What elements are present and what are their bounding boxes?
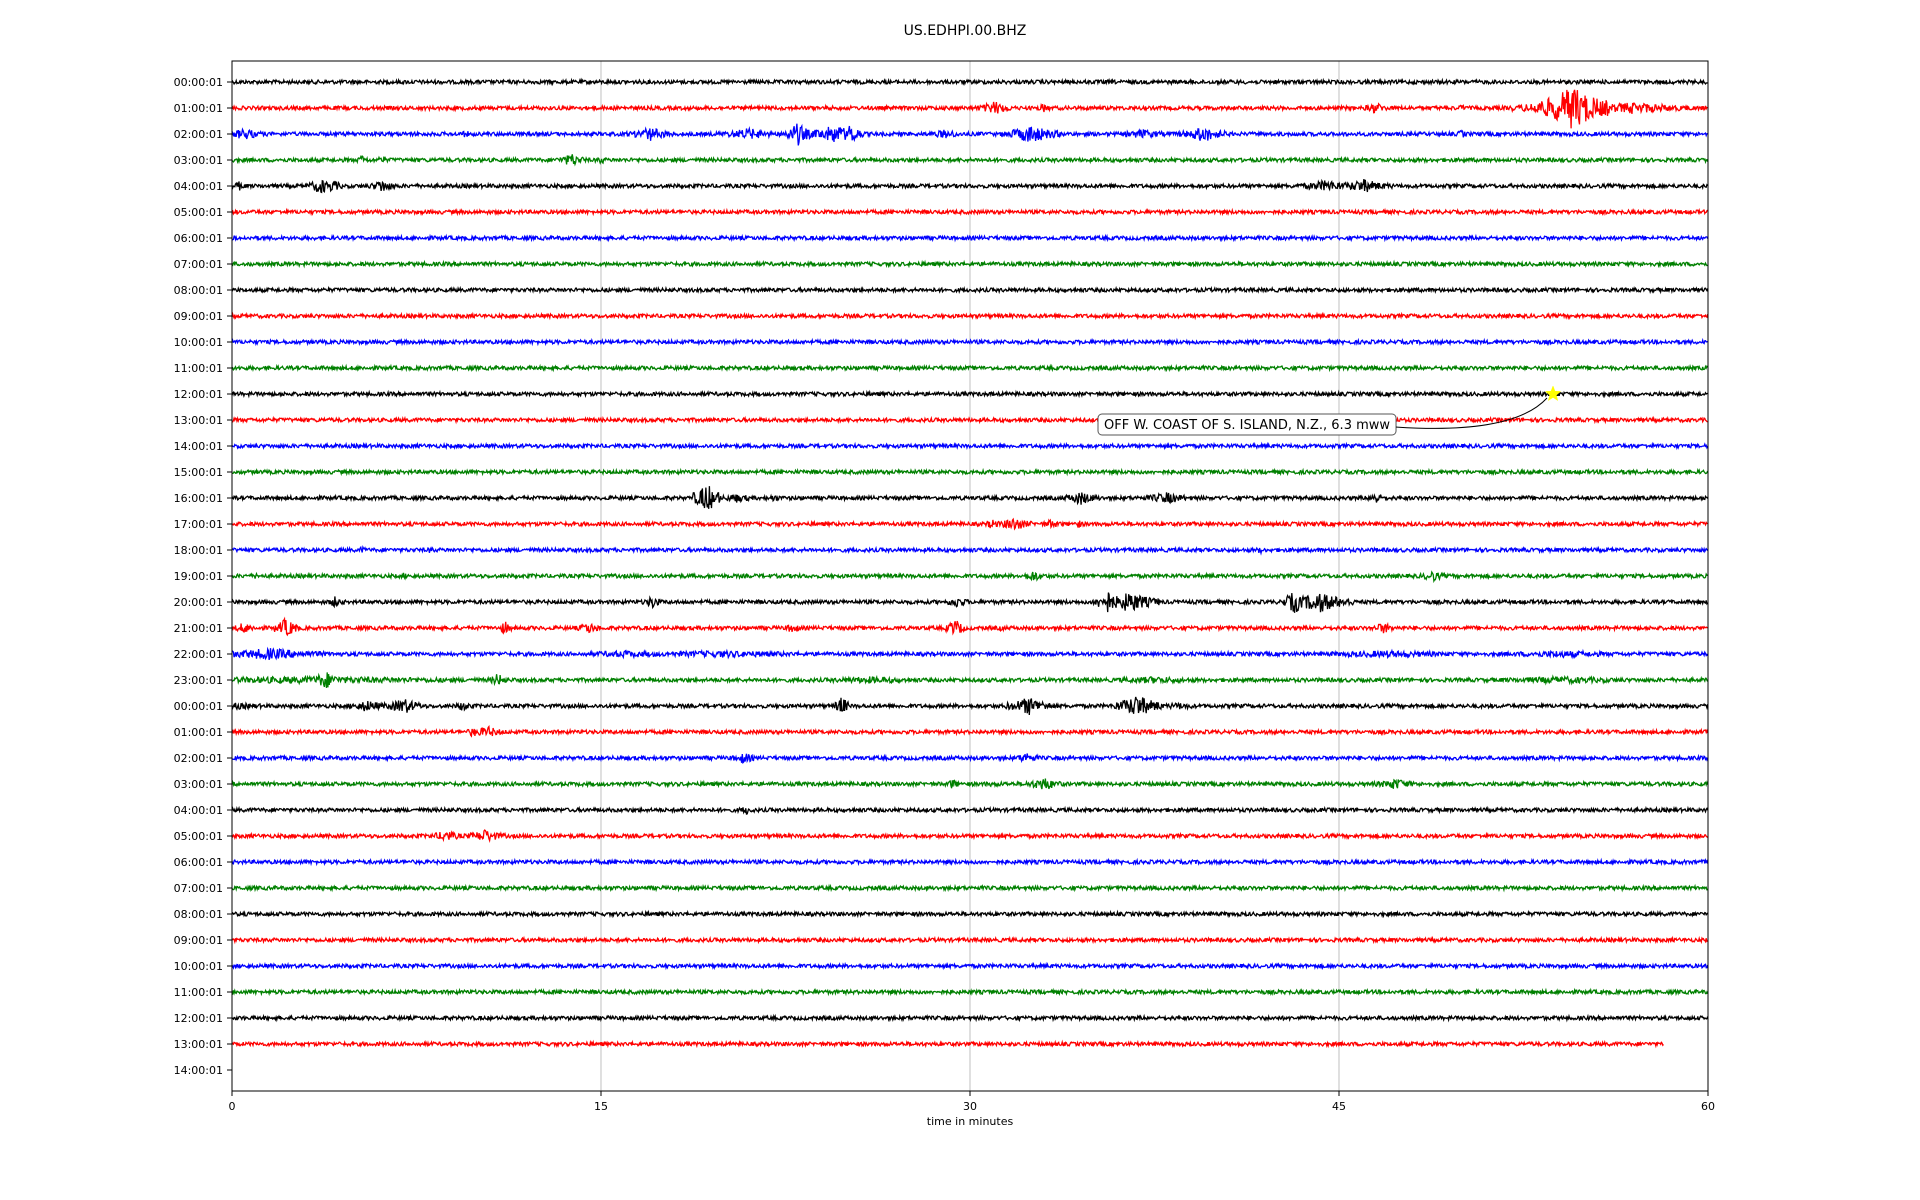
- trace-row-31: [231, 883, 1708, 893]
- trace-row-30: [231, 857, 1709, 867]
- row-label-4: 04:00:01: [174, 180, 223, 193]
- trace-row-16: [231, 486, 1709, 509]
- row-label-23: 23:00:01: [174, 674, 223, 687]
- trace-row-20: [231, 592, 1709, 613]
- row-label-38: 14:00:01: [174, 1064, 223, 1077]
- trace-row-13: [232, 415, 1708, 425]
- row-label-18: 18:00:01: [174, 544, 223, 557]
- row-label-8: 08:00:01: [174, 284, 223, 297]
- trace-row-34: [231, 961, 1709, 971]
- trace-row-9: [231, 311, 1709, 321]
- row-label-30: 06:00:01: [174, 856, 223, 869]
- row-label-12: 12:00:01: [174, 388, 223, 401]
- trace-row-2: [231, 123, 1708, 146]
- row-label-34: 10:00:01: [174, 960, 223, 973]
- trace-row-3: [231, 154, 1709, 167]
- row-label-20: 20:00:01: [174, 596, 223, 609]
- row-label-14: 14:00:01: [174, 440, 223, 453]
- trace-row-6: [231, 233, 1709, 243]
- trace-row-8: [231, 285, 1709, 295]
- row-label-0: 00:00:01: [174, 76, 223, 89]
- event-star-marker: [1544, 385, 1562, 402]
- row-label-5: 05:00:01: [174, 206, 223, 219]
- x-tick-label-0: 0: [229, 1100, 236, 1113]
- trace-row-5: [231, 207, 1709, 217]
- trace-row-37: [231, 1039, 1664, 1049]
- trace-row-33: [231, 935, 1709, 945]
- row-label-32: 08:00:01: [174, 908, 223, 921]
- trace-row-11: [231, 363, 1709, 373]
- x-axis-label: time in minutes: [927, 1115, 1014, 1128]
- chart-title: US.EDHPI.00.BHZ: [904, 23, 1027, 39]
- x-tick-label-4: 60: [1701, 1100, 1715, 1113]
- trace-row-0: [231, 77, 1708, 87]
- row-label-9: 09:00:01: [174, 310, 223, 323]
- row-label-21: 21:00:01: [174, 622, 223, 635]
- x-tick-label-2: 30: [963, 1100, 977, 1113]
- row-label-15: 15:00:01: [174, 466, 223, 479]
- row-label-27: 03:00:01: [174, 778, 223, 791]
- trace-row-26: [231, 753, 1709, 765]
- trace-row-21: [231, 616, 1708, 637]
- row-label-16: 16:00:01: [174, 492, 223, 505]
- trace-row-14: [231, 441, 1709, 451]
- trace-row-12: [231, 389, 1708, 399]
- row-label-10: 10:00:01: [174, 336, 223, 349]
- annotation-arrow: [1395, 397, 1548, 429]
- row-label-1: 01:00:01: [174, 102, 223, 115]
- trace-row-17: [231, 517, 1708, 531]
- row-label-24: 00:00:01: [174, 700, 223, 713]
- row-label-31: 07:00:01: [174, 882, 223, 895]
- trace-row-18: [231, 545, 1709, 556]
- row-label-22: 22:00:01: [174, 648, 223, 661]
- row-label-13: 13:00:01: [174, 414, 223, 427]
- seismic-traces: [231, 77, 1709, 1049]
- trace-row-27: [231, 778, 1709, 790]
- row-label-2: 02:00:01: [174, 128, 223, 141]
- trace-row-36: [231, 1013, 1709, 1023]
- trace-row-7: [231, 259, 1708, 269]
- row-label-35: 11:00:01: [174, 986, 223, 999]
- row-label-26: 02:00:01: [174, 752, 223, 765]
- trace-row-1: [231, 89, 1708, 129]
- trace-row-23: [231, 672, 1709, 688]
- annotation-box: [1097, 413, 1397, 436]
- row-label-33: 09:00:01: [174, 934, 223, 947]
- trace-row-4: [231, 178, 1709, 194]
- trace-row-29: [231, 829, 1709, 843]
- x-tick-label-3: 45: [1332, 1100, 1346, 1113]
- row-label-29: 05:00:01: [174, 830, 223, 843]
- trace-row-35: [231, 987, 1709, 997]
- trace-row-22: [231, 646, 1709, 661]
- row-label-3: 03:00:01: [174, 154, 223, 167]
- x-tick-label-1: 15: [594, 1100, 608, 1113]
- row-label-17: 17:00:01: [174, 518, 223, 531]
- trace-row-32: [231, 909, 1709, 919]
- trace-row-10: [231, 337, 1708, 347]
- trace-row-28: [231, 805, 1709, 815]
- event-annotation: OFF W. COAST OF S. ISLAND, N.Z., 6.3 mww: [1097, 385, 1562, 436]
- row-label-28: 04:00:01: [174, 804, 223, 817]
- trace-row-15: [231, 467, 1709, 477]
- row-label-7: 07:00:01: [174, 258, 223, 271]
- row-label-6: 06:00:01: [174, 232, 223, 245]
- x-axis-ticks: 0 15 30 45 60: [229, 1091, 1715, 1113]
- trace-row-24: [231, 696, 1709, 716]
- trace-row-25: [231, 725, 1709, 738]
- row-label-11: 11:00:01: [174, 362, 223, 375]
- row-label-37: 13:00:01: [174, 1038, 223, 1051]
- row-label-36: 12:00:01: [174, 1012, 223, 1025]
- row-time-labels: 00:00:01 01:00:01 02:00:01 03:00:01 04:00:01…: [174, 76, 232, 1077]
- trace-row-19: [231, 570, 1708, 584]
- row-label-25: 01:00:01: [174, 726, 223, 739]
- annotation-text: OFF W. COAST OF S. ISLAND, N.Z., 6.3 mww: [1104, 418, 1390, 433]
- row-label-19: 19:00:01: [174, 570, 223, 583]
